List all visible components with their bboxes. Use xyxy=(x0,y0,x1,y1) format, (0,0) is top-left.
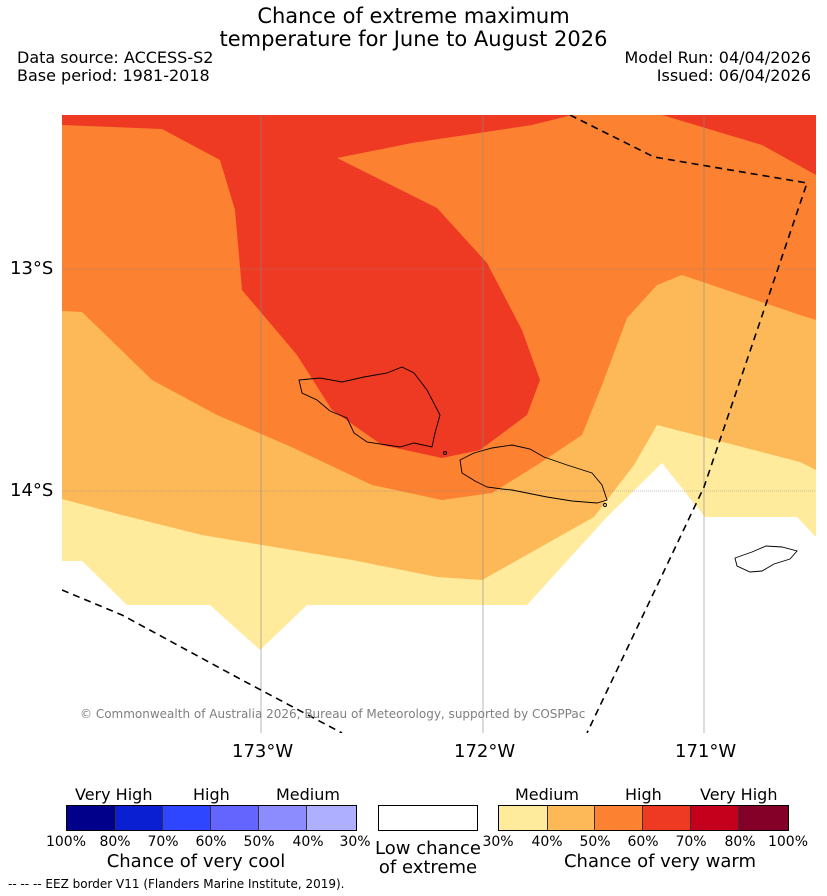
cool-category-very-high: Very High xyxy=(75,785,153,804)
cool-tick-40: 40% xyxy=(292,834,324,850)
tutuila-island-outline xyxy=(734,545,798,573)
graticule xyxy=(62,115,816,733)
warm-tick-40: 40% xyxy=(531,834,563,850)
copyright-notice: © Commonwealth of Australia 2026, Bureau… xyxy=(80,707,585,721)
warm-swatch-50-60 xyxy=(595,806,644,830)
warm-tick-80: 80% xyxy=(724,834,756,850)
forecast-map: © Commonwealth of Australia 2026, Bureau… xyxy=(62,115,816,733)
cool-legend-title: Chance of very cool xyxy=(106,851,286,872)
cool-swatch-40-30 xyxy=(307,806,357,830)
cool-tick-80: 80% xyxy=(99,834,131,850)
lon-label-171w: 171°W xyxy=(675,741,737,762)
warm-tick-100: 100% xyxy=(767,834,809,850)
lat-label-13s: 13°S xyxy=(10,258,54,279)
zone-warm-high-60-70 xyxy=(62,115,816,458)
warm-swatch-70-80 xyxy=(690,806,740,830)
warm-swatch-40-50 xyxy=(547,806,596,830)
cool-swatch-100-80 xyxy=(67,806,116,830)
cool-category-high: High xyxy=(193,785,230,804)
cool-swatch-50-40 xyxy=(258,806,308,830)
warm-category-very-high: Very High xyxy=(700,785,778,804)
cool-tick-70: 70% xyxy=(147,834,179,850)
apolima-islet xyxy=(443,451,447,455)
neutral-swatch xyxy=(378,805,478,831)
warm-colorbar xyxy=(498,805,789,831)
cool-swatch-60-50 xyxy=(211,806,259,830)
upolu-island-outline xyxy=(459,444,608,504)
lat-label-14s: 14°S xyxy=(10,480,54,501)
eez-footnote: -- -- -- EEZ border V11 (Flanders Marine… xyxy=(8,877,345,891)
warm-category-medium: Medium xyxy=(515,785,579,804)
model-run: Model Run: 04/04/2026 xyxy=(624,48,812,67)
coastlines xyxy=(298,366,798,573)
cool-colorbar xyxy=(66,805,357,831)
neutral-legend-line1: Low chance xyxy=(375,838,481,859)
issued-date: Issued: 06/04/2026 xyxy=(656,66,811,85)
cool-tick-60: 60% xyxy=(195,834,227,850)
lon-label-172w: 172°W xyxy=(454,741,516,762)
warm-swatch-80-100 xyxy=(739,806,789,830)
cool-swatch-80-70 xyxy=(115,806,164,830)
lon-label-173w: 173°W xyxy=(232,741,294,762)
warm-swatch-30-40 xyxy=(499,806,548,830)
cool-tick-30: 30% xyxy=(339,834,371,850)
warm-swatch-60-70 xyxy=(643,806,691,830)
data-source: Data source: ACCESS-S2 xyxy=(17,48,214,67)
cool-swatch-70-60 xyxy=(163,806,212,830)
savaii-island-outline xyxy=(298,366,441,448)
base-period: Base period: 1981-2018 xyxy=(17,66,210,85)
eez-border-northeast xyxy=(569,115,809,733)
eez-border-southwest xyxy=(62,589,343,733)
warm-category-high: High xyxy=(625,785,662,804)
cool-category-medium: Medium xyxy=(276,785,340,804)
warm-tick-60: 60% xyxy=(627,834,659,850)
warm-legend-title: Chance of very warm xyxy=(563,851,757,872)
warm-tick-50: 50% xyxy=(579,834,611,850)
warm-tick-30: 30% xyxy=(482,834,514,850)
warm-tick-70: 70% xyxy=(675,834,707,850)
neutral-legend-line2: of extreme xyxy=(378,857,478,878)
eez-borders xyxy=(62,115,809,733)
map-title-line1: Chance of extreme maximum xyxy=(257,4,570,28)
nuutele-islet xyxy=(603,503,607,507)
map-title-line2: temperature for June to August 2026 xyxy=(219,27,608,51)
cool-tick-100: 100% xyxy=(45,834,87,850)
cool-tick-50: 50% xyxy=(243,834,275,850)
